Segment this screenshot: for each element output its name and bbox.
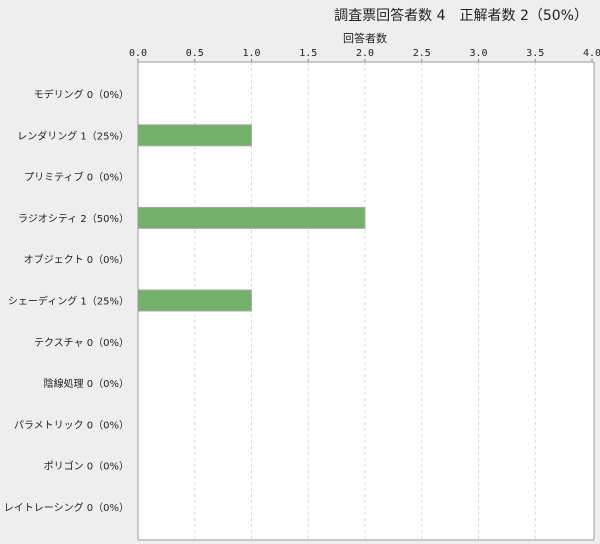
category-label: プリミティブ 0（0%）	[24, 171, 129, 184]
bar	[137, 289, 252, 312]
x-tick-label: 2.0	[356, 48, 374, 59]
category-label: 陰線処理 0（0%）	[44, 377, 129, 390]
x-tick-label: 0.5	[186, 48, 204, 59]
category-label: レイトレーシング 0（0%）	[4, 501, 129, 514]
x-tick-label: 0.0	[129, 48, 147, 59]
x-tick-label: 2.5	[413, 48, 431, 59]
bar	[137, 124, 252, 147]
bar	[137, 206, 366, 229]
category-label: レンダリング 1（25%）	[17, 129, 129, 142]
category-label: ラジオシティ 2（50%）	[18, 213, 129, 225]
category-label: オブジェクト 0（0%）	[24, 253, 129, 266]
category-label: テクスチャ 0（0%）	[34, 337, 129, 349]
x-tick-label: 1.0	[242, 48, 260, 59]
x-tick-label: 3.5	[526, 48, 544, 59]
category-label: ポリゴン 0（0%）	[44, 460, 129, 473]
chart-title: 調査票回答者数 4 正解者数 2（50%）	[334, 8, 588, 24]
x-tick-label: 4.0	[583, 48, 600, 59]
category-label: パラメトリック 0（0%）	[14, 419, 129, 431]
x-tick-label: 1.5	[299, 48, 317, 59]
category-label: シェーディング 1（25%）	[8, 295, 129, 308]
x-tick-label: 3.0	[469, 48, 487, 59]
x-axis-label: 回答者数	[343, 31, 387, 45]
category-label: モデリング 0（0%）	[34, 88, 129, 101]
